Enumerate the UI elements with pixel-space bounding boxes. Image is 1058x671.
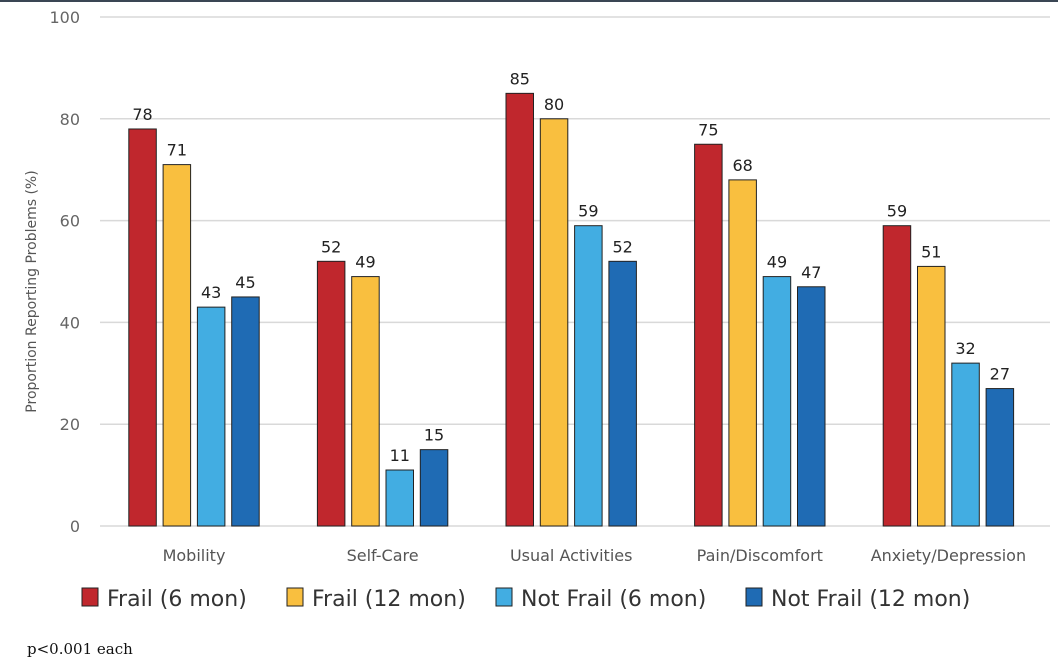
legend-swatch — [286, 587, 304, 607]
data-label: 68 — [732, 156, 752, 175]
data-label: 49 — [767, 253, 787, 272]
legend-swatch — [495, 587, 513, 607]
y-tick-label: 80 — [60, 110, 80, 129]
bar — [985, 388, 1015, 527]
x-tick-label: Anxiety/Depression — [871, 546, 1026, 565]
bar — [231, 296, 260, 527]
bar — [608, 260, 637, 527]
data-label: 59 — [578, 202, 598, 221]
data-label: 51 — [921, 242, 941, 261]
data-label: 11 — [390, 446, 410, 465]
x-tick-label: Self-Care — [347, 546, 419, 565]
data-label: 45 — [235, 273, 255, 292]
data-label: 32 — [955, 339, 975, 358]
y-axis-label: Proportion Reporting Problems (%) — [24, 170, 40, 412]
data-label: 52 — [321, 237, 341, 256]
bar — [351, 276, 380, 527]
data-label: 15 — [424, 426, 444, 445]
bar — [505, 92, 534, 527]
y-tick-label: 0 — [70, 517, 80, 536]
data-label: 80 — [544, 95, 564, 114]
y-tick-label: 100 — [49, 8, 80, 27]
bar — [917, 265, 946, 527]
bar — [419, 449, 449, 527]
bar — [128, 128, 157, 527]
x-tick-label: Mobility — [163, 546, 226, 565]
y-tick-label: 20 — [60, 415, 80, 434]
bar — [196, 306, 226, 527]
bar — [162, 164, 192, 527]
data-label: 43 — [201, 283, 221, 302]
data-label: 49 — [355, 253, 375, 272]
footnote: p<0.001 each — [27, 640, 133, 658]
data-label: 85 — [510, 69, 530, 88]
bar — [694, 143, 723, 527]
legend-label: Frail (6 mon) — [107, 587, 247, 612]
bar — [316, 260, 346, 527]
y-tick-label: 60 — [60, 212, 80, 231]
legend-label: Not Frail (12 mon) — [771, 587, 970, 612]
x-tick-label: Usual Activities — [510, 546, 633, 565]
data-label: 59 — [887, 202, 907, 221]
data-label: 75 — [698, 120, 718, 139]
data-label: 71 — [167, 141, 187, 160]
bar — [882, 225, 912, 527]
data-label: 52 — [612, 237, 632, 256]
bar — [385, 469, 414, 527]
bar — [574, 225, 603, 527]
bar — [539, 118, 569, 527]
top-border — [0, 0, 1058, 2]
bar — [797, 286, 826, 527]
legend-swatch — [81, 587, 99, 607]
legend-swatch — [745, 587, 763, 607]
data-label: 27 — [990, 365, 1010, 384]
legend-label: Frail (12 mon) — [312, 587, 466, 612]
data-label: 78 — [132, 105, 152, 124]
bar — [951, 362, 980, 527]
x-tick-label: Pain/Discomfort — [697, 546, 823, 565]
y-tick-label: 40 — [60, 313, 80, 332]
bar — [728, 179, 757, 527]
legend-label: Not Frail (6 mon) — [521, 587, 706, 612]
data-label: 47 — [801, 263, 821, 282]
bar — [762, 276, 792, 527]
